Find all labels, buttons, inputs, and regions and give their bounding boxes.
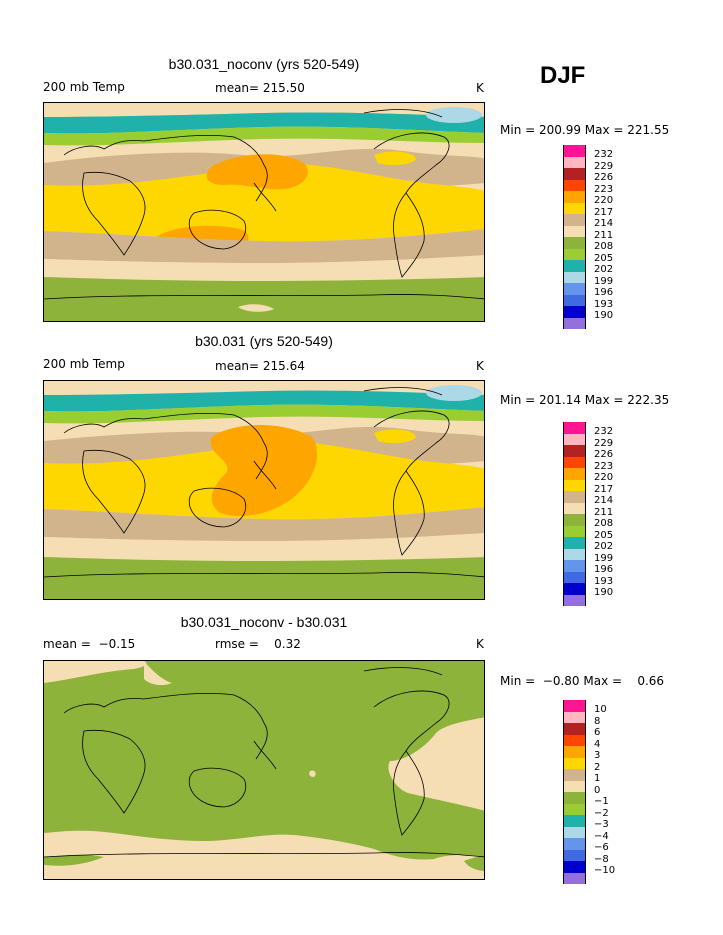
mean-label: mean= 215.64 (215, 359, 305, 373)
legend-entry: 202 (563, 537, 653, 552)
min-max-label: Min = 200.99 Max = 221.55 (500, 123, 670, 137)
color-legend: 232 229 226 223 220 217 214 211 208 205 … (563, 422, 653, 606)
legend-entry: 196 (563, 283, 653, 298)
legend-entry: 214 (563, 214, 653, 229)
legend-entry: 223 (563, 179, 653, 195)
legend-entry: 199 (563, 271, 653, 287)
legend-entry: −6 (563, 838, 653, 853)
legend-entry: 196 (563, 560, 653, 575)
legend-entry: 4 (563, 734, 653, 750)
units-label: K (476, 637, 484, 651)
legend-entry: 190 (563, 306, 653, 321)
legend-entry: −10 (563, 861, 653, 876)
legend-entry: 8 (563, 711, 653, 727)
legend-entry: 3 (563, 746, 653, 761)
legend-entry: 217 (563, 479, 653, 495)
legend-entry: 229 (563, 433, 653, 449)
legend-entry: 229 (563, 156, 653, 172)
season-label: DJF (540, 62, 586, 89)
legend-entry: 220 (563, 191, 653, 206)
legend-entry: −1 (563, 792, 653, 807)
temperature-map (43, 380, 485, 600)
legend-entry: 223 (563, 456, 653, 472)
rmse-label: rmse = 0.32 (215, 637, 301, 651)
legend-entry: 202 (563, 260, 653, 275)
legend-entry: 0 (563, 780, 653, 796)
legend-entry: −2 (563, 803, 653, 819)
field-label: 200 mb Temp (43, 80, 125, 94)
color-legend: 10 8 6 4 3 2 1 0 −1 −2 −3 −4 −6 −8 −10 (563, 700, 653, 884)
legend-entry: 205 (563, 248, 653, 264)
legend-entry: 2 (563, 757, 653, 773)
legend-entry: 208 (563, 514, 653, 529)
legend-entry: 208 (563, 237, 653, 252)
legend-entry: 211 (563, 225, 653, 241)
legend-entry: 232 (563, 422, 653, 437)
legend-entry: 205 (563, 525, 653, 541)
min-max-label: Min = 201.14 Max = 222.35 (500, 393, 670, 407)
panel-title: b30.031_noconv (yrs 520-549) (168, 56, 360, 72)
legend-entry: −4 (563, 826, 653, 842)
mean-label: mean = −0.15 (43, 637, 136, 651)
legend-entry: 217 (563, 202, 653, 218)
min-max-label: Min = −0.80 Max = 0.66 (500, 674, 665, 688)
legend-entry: 190 (563, 583, 653, 598)
difference-map (43, 660, 485, 880)
legend-entry: 220 (563, 468, 653, 483)
legend-entry: −3 (563, 815, 653, 830)
legend-entry: 226 (563, 445, 653, 460)
legend-entry: 6 (563, 723, 653, 738)
legend-entry: 199 (563, 548, 653, 564)
legend-entry: 10 (563, 700, 653, 715)
legend-entry (563, 872, 653, 884)
legend-entry: 193 (563, 571, 653, 587)
legend-entry: 214 (563, 491, 653, 506)
units-label: K (476, 81, 484, 95)
legend-entry: 211 (563, 502, 653, 518)
legend-entry (563, 317, 653, 329)
temperature-map (43, 102, 485, 322)
legend-entry: 193 (563, 294, 653, 310)
color-legend: 232 229 226 223 220 217 214 211 208 205 … (563, 145, 653, 329)
units-label: K (476, 359, 484, 373)
mean-label: mean= 215.50 (215, 81, 305, 95)
legend-entry: 232 (563, 145, 653, 160)
legend-entry (563, 594, 653, 606)
legend-entry: 1 (563, 769, 653, 784)
panel-title: b30.031 (yrs 520-549) (195, 333, 333, 349)
legend-entry: 226 (563, 168, 653, 183)
legend-entry: −8 (563, 849, 653, 865)
panel-title: b30.031_noconv - b30.031 (180, 614, 348, 630)
field-label: 200 mb Temp (43, 357, 125, 371)
